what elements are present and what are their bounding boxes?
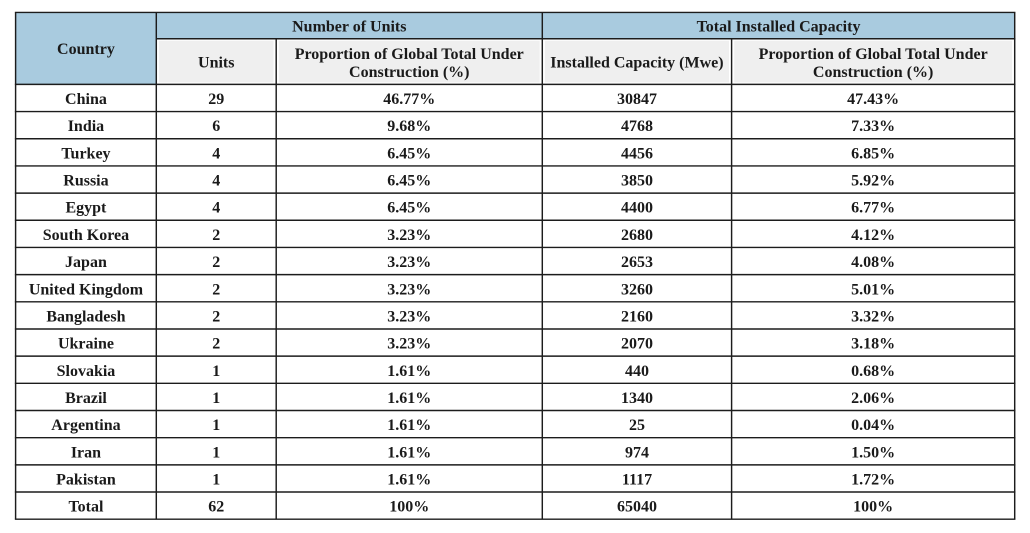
svg-text:2: 2 xyxy=(212,254,220,271)
svg-text:5.92%: 5.92% xyxy=(851,173,895,190)
svg-text:3.32%: 3.32% xyxy=(851,308,895,325)
svg-text:1: 1 xyxy=(212,363,220,380)
svg-text:1: 1 xyxy=(212,417,220,434)
svg-text:62: 62 xyxy=(208,499,224,516)
svg-text:3.23%: 3.23% xyxy=(387,308,431,325)
svg-text:25: 25 xyxy=(629,417,645,434)
svg-text:Japan: Japan xyxy=(65,254,107,271)
svg-text:2160: 2160 xyxy=(621,308,653,325)
svg-text:Units: Units xyxy=(198,55,234,72)
svg-text:1.61%: 1.61% xyxy=(387,363,431,380)
svg-text:6.45%: 6.45% xyxy=(387,173,431,190)
svg-text:Russia: Russia xyxy=(63,173,108,190)
svg-text:South Korea: South Korea xyxy=(43,227,129,244)
svg-text:440: 440 xyxy=(625,363,649,380)
svg-text:29: 29 xyxy=(208,91,224,108)
svg-text:3260: 3260 xyxy=(621,281,653,298)
svg-text:65040: 65040 xyxy=(617,499,657,516)
svg-text:Total Installed Capacity: Total Installed Capacity xyxy=(697,19,861,36)
svg-text:1.61%: 1.61% xyxy=(387,472,431,489)
svg-text:4: 4 xyxy=(212,145,220,162)
svg-text:1.61%: 1.61% xyxy=(387,417,431,434)
svg-text:30847: 30847 xyxy=(617,91,657,108)
svg-text:1340: 1340 xyxy=(621,390,653,407)
svg-text:Pakistan: Pakistan xyxy=(56,472,116,489)
svg-text:974: 974 xyxy=(625,444,649,461)
svg-text:China: China xyxy=(65,91,107,108)
svg-text:Country: Country xyxy=(57,41,115,58)
svg-text:4: 4 xyxy=(212,173,220,190)
svg-text:4400: 4400 xyxy=(621,200,653,217)
svg-text:6: 6 xyxy=(212,118,220,135)
svg-text:2: 2 xyxy=(212,281,220,298)
svg-text:2070: 2070 xyxy=(621,336,653,353)
svg-text:4768: 4768 xyxy=(621,118,653,135)
svg-text:3.23%: 3.23% xyxy=(387,281,431,298)
svg-text:4.12%: 4.12% xyxy=(851,227,895,244)
svg-text:9.68%: 9.68% xyxy=(387,118,431,135)
svg-text:2.06%: 2.06% xyxy=(851,390,895,407)
svg-text:3.23%: 3.23% xyxy=(387,227,431,244)
svg-text:United Kingdom: United Kingdom xyxy=(29,281,144,298)
svg-text:Iran: Iran xyxy=(71,444,101,461)
svg-text:Total: Total xyxy=(68,499,104,516)
svg-text:Turkey: Turkey xyxy=(61,145,110,162)
svg-text:47.43%: 47.43% xyxy=(847,91,899,108)
svg-text:100%: 100% xyxy=(853,499,893,516)
svg-text:India: India xyxy=(68,118,104,135)
svg-text:4.08%: 4.08% xyxy=(851,254,895,271)
svg-text:6.85%: 6.85% xyxy=(851,145,895,162)
svg-text:7.33%: 7.33% xyxy=(851,118,895,135)
svg-text:1.61%: 1.61% xyxy=(387,390,431,407)
svg-text:0.68%: 0.68% xyxy=(851,363,895,380)
svg-text:1.61%: 1.61% xyxy=(387,444,431,461)
svg-text:1: 1 xyxy=(212,472,220,489)
svg-text:Construction (%): Construction (%) xyxy=(349,64,469,81)
svg-text:1.50%: 1.50% xyxy=(851,444,895,461)
svg-text:5.01%: 5.01% xyxy=(851,281,895,298)
svg-text:Brazil: Brazil xyxy=(65,390,107,407)
svg-text:4: 4 xyxy=(212,200,220,217)
svg-text:Proportion of Global Total Und: Proportion of Global Total Under xyxy=(295,46,524,63)
svg-text:2680: 2680 xyxy=(621,227,653,244)
svg-text:1.72%: 1.72% xyxy=(851,472,895,489)
svg-text:46.77%: 46.77% xyxy=(383,91,435,108)
svg-text:3.23%: 3.23% xyxy=(387,254,431,271)
svg-text:3.18%: 3.18% xyxy=(851,336,895,353)
svg-text:Ukraine: Ukraine xyxy=(58,336,114,353)
svg-text:0.04%: 0.04% xyxy=(851,417,895,434)
svg-text:2: 2 xyxy=(212,336,220,353)
svg-text:1: 1 xyxy=(212,390,220,407)
svg-text:Slovakia: Slovakia xyxy=(57,363,116,380)
svg-text:Number of Units: Number of Units xyxy=(292,19,406,36)
svg-text:6.77%: 6.77% xyxy=(851,200,895,217)
svg-text:Installed Capacity (Mwe): Installed Capacity (Mwe) xyxy=(550,55,723,72)
svg-text:Argentina: Argentina xyxy=(51,417,120,434)
svg-text:6.45%: 6.45% xyxy=(387,200,431,217)
svg-text:2653: 2653 xyxy=(621,254,653,271)
svg-text:100%: 100% xyxy=(389,499,429,516)
svg-text:3850: 3850 xyxy=(621,173,653,190)
svg-text:3.23%: 3.23% xyxy=(387,336,431,353)
svg-text:Egypt: Egypt xyxy=(65,200,107,217)
svg-text:4456: 4456 xyxy=(621,145,653,162)
svg-text:1117: 1117 xyxy=(622,472,652,489)
svg-text:2: 2 xyxy=(212,227,220,244)
svg-text:1: 1 xyxy=(212,444,220,461)
svg-text:2: 2 xyxy=(212,308,220,325)
svg-text:Bangladesh: Bangladesh xyxy=(46,308,125,325)
svg-text:Proportion of Global Total Und: Proportion of Global Total Under xyxy=(759,46,988,63)
svg-text:Construction (%): Construction (%) xyxy=(813,64,933,81)
svg-text:6.45%: 6.45% xyxy=(387,145,431,162)
